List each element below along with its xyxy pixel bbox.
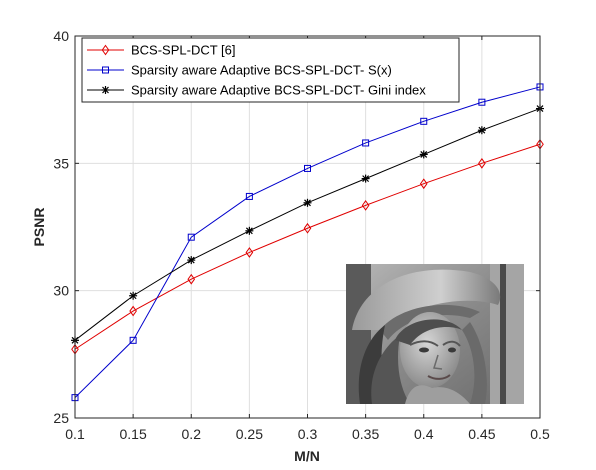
data-point-asterisk — [303, 198, 312, 207]
legend-entry: BCS-SPL-DCT [6] — [87, 43, 236, 58]
data-point-diamond — [245, 247, 254, 258]
series-1 — [71, 138, 544, 355]
data-point-asterisk — [419, 150, 428, 159]
data-point-diamond — [101, 44, 110, 56]
x-tick-label: 0.5 — [530, 426, 550, 442]
x-tick-label: 0.4 — [414, 426, 434, 442]
data-point-square — [129, 336, 137, 344]
data-point-diamond — [478, 157, 486, 169]
x-tick-label: 0.1 — [65, 426, 85, 442]
series-line — [74, 86, 541, 398]
tick-labels: 0.1 0.15 0.2 0.25 0.3 0.35 0.4 0.45 0.5 25 30 35 40 — [53, 28, 550, 442]
data-point-asterisk — [101, 86, 110, 94]
data-point-square — [304, 164, 311, 172]
data-point-asterisk — [245, 226, 254, 235]
data-point-asterisk — [187, 256, 196, 265]
legend-entry: Sparsity aware Adaptive BCS-SPL-DCT- S(x… — [87, 63, 392, 78]
x-tick-label: 0.3 — [298, 426, 318, 442]
data-point-asterisk — [129, 291, 138, 300]
y-tick-label: 30 — [53, 283, 69, 299]
x-tick-label: 0.45 — [468, 426, 495, 442]
data-point-diamond — [303, 222, 312, 234]
data-point-square — [362, 139, 370, 147]
data-point-square — [420, 117, 428, 125]
data-point-square — [187, 233, 195, 241]
data-point-square — [102, 66, 109, 74]
data-point-square — [478, 98, 486, 106]
legend-entry: Sparsity aware Adaptive BCS-SPL-DCT- Gin… — [87, 83, 426, 98]
y-axis-title: PSNR — [31, 208, 47, 247]
y-tick-label: 25 — [53, 410, 69, 426]
x-tick-label: 0.35 — [352, 426, 379, 442]
data-point-diamond — [187, 273, 196, 285]
x-axis-title: M/N — [294, 448, 320, 464]
legend: BCS-SPL-DCT [6] Sparsity aware Adaptive B… — [81, 37, 460, 103]
y-tick-label: 35 — [53, 155, 69, 171]
data-point-asterisk — [361, 174, 370, 183]
x-tick-label: 0.15 — [120, 426, 147, 442]
x-tick-label: 0.25 — [236, 426, 263, 442]
data-point-square — [245, 192, 253, 200]
data-point-diamond — [361, 199, 370, 211]
data-point-diamond — [129, 305, 137, 317]
series-line — [74, 143, 541, 350]
y-tick-label: 40 — [53, 28, 69, 44]
legend-box — [81, 37, 460, 103]
inset-photo — [346, 264, 524, 404]
legend-label: Sparsity aware Adaptive BCS-SPL-DCT- Gin… — [131, 83, 426, 98]
data-point-diamond — [419, 178, 428, 190]
x-tick-label: 0.2 — [182, 426, 202, 442]
legend-label: Sparsity aware Adaptive BCS-SPL-DCT- S(x… — [131, 63, 392, 78]
legend-label: BCS-SPL-DCT [6] — [131, 43, 236, 58]
data-point-asterisk — [477, 126, 486, 135]
